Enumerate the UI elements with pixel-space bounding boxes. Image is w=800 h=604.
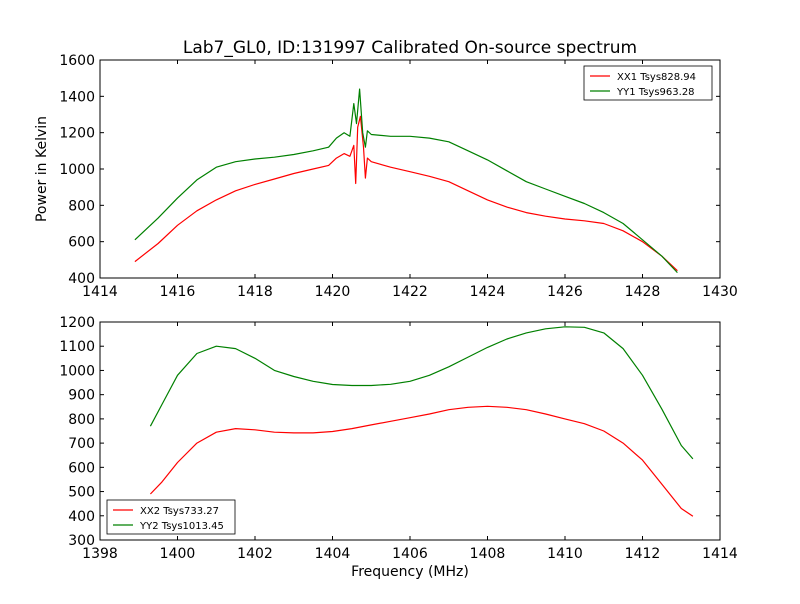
y-tick-label: 1200	[59, 126, 95, 142]
bottom-spectrum-panel: 1398 1400 1402 1404 1406 1408 1410 1412 1414 300 4…	[59, 315, 738, 562]
x-tick-label: 1426	[547, 284, 583, 300]
x-tick-label: 1402	[237, 546, 273, 562]
y-tick-label: 300	[68, 533, 95, 549]
legend-label: YY2 Tsys1013.45	[139, 521, 224, 532]
x-tick-label: 1430	[702, 284, 738, 300]
series-line-1-0	[149, 405, 694, 517]
top-spectrum-panel: 1414 1416 1418 1420 1422 1424 1426 1428 1430 400 6…	[34, 53, 738, 300]
y-tick-label: 1600	[59, 53, 95, 69]
x-tick-label: 1420	[315, 284, 351, 300]
y-tick-label: 800	[68, 198, 95, 214]
legend-label: YY1 Tsys963.28	[616, 87, 695, 98]
y-tick-label: 1000	[59, 363, 95, 379]
x-tick-label: 1412	[625, 546, 661, 562]
x-tick-label: 1424	[470, 284, 506, 300]
chart-title: Lab7_GL0, ID:131997 Calibrated On-source…	[183, 38, 637, 58]
y-axis-label: Power in Kelvin	[34, 116, 50, 222]
x-tick-label: 1400	[160, 546, 196, 562]
legend-box	[106, 499, 236, 535]
x-tick-label: 1416	[160, 284, 196, 300]
series-line-1-1	[149, 326, 694, 460]
y-tick-label: 400	[68, 509, 95, 525]
x-tick-label: 1404	[315, 546, 351, 562]
legend-label: XX1 Tsys828.94	[617, 72, 696, 83]
y-tick-label: 600	[68, 460, 95, 476]
y-tick-label: 1100	[59, 339, 95, 355]
y-tick-label: 1200	[59, 315, 95, 331]
x-tick-label: 1410	[547, 546, 583, 562]
x-tick-label: 1428	[625, 284, 661, 300]
y-tick-label: 900	[68, 388, 95, 404]
legend-label: XX2 Tsys733.27	[140, 506, 219, 517]
legend-box	[583, 65, 713, 101]
x-tick-label: 1418	[237, 284, 273, 300]
x-tick-label: 1406	[392, 546, 428, 562]
y-tick-label: 400	[68, 271, 95, 287]
x-tick-label: 1414	[82, 284, 118, 300]
x-axis-label: Frequency (MHz)	[351, 564, 469, 580]
series-line-0-1	[134, 88, 678, 274]
y-tick-label: 700	[68, 436, 95, 452]
x-tick-label: 1422	[392, 284, 428, 300]
y-tick-label: 1000	[59, 162, 95, 178]
series-line-0-0	[134, 115, 678, 272]
y-tick-label: 600	[68, 235, 95, 251]
x-tick-label: 1408	[470, 546, 506, 562]
x-tick-label: 1398	[82, 546, 118, 562]
y-tick-label: 500	[68, 485, 95, 501]
y-tick-label: 1400	[59, 89, 95, 105]
x-tick-label: 1414	[702, 546, 738, 562]
y-tick-label: 800	[68, 412, 95, 428]
